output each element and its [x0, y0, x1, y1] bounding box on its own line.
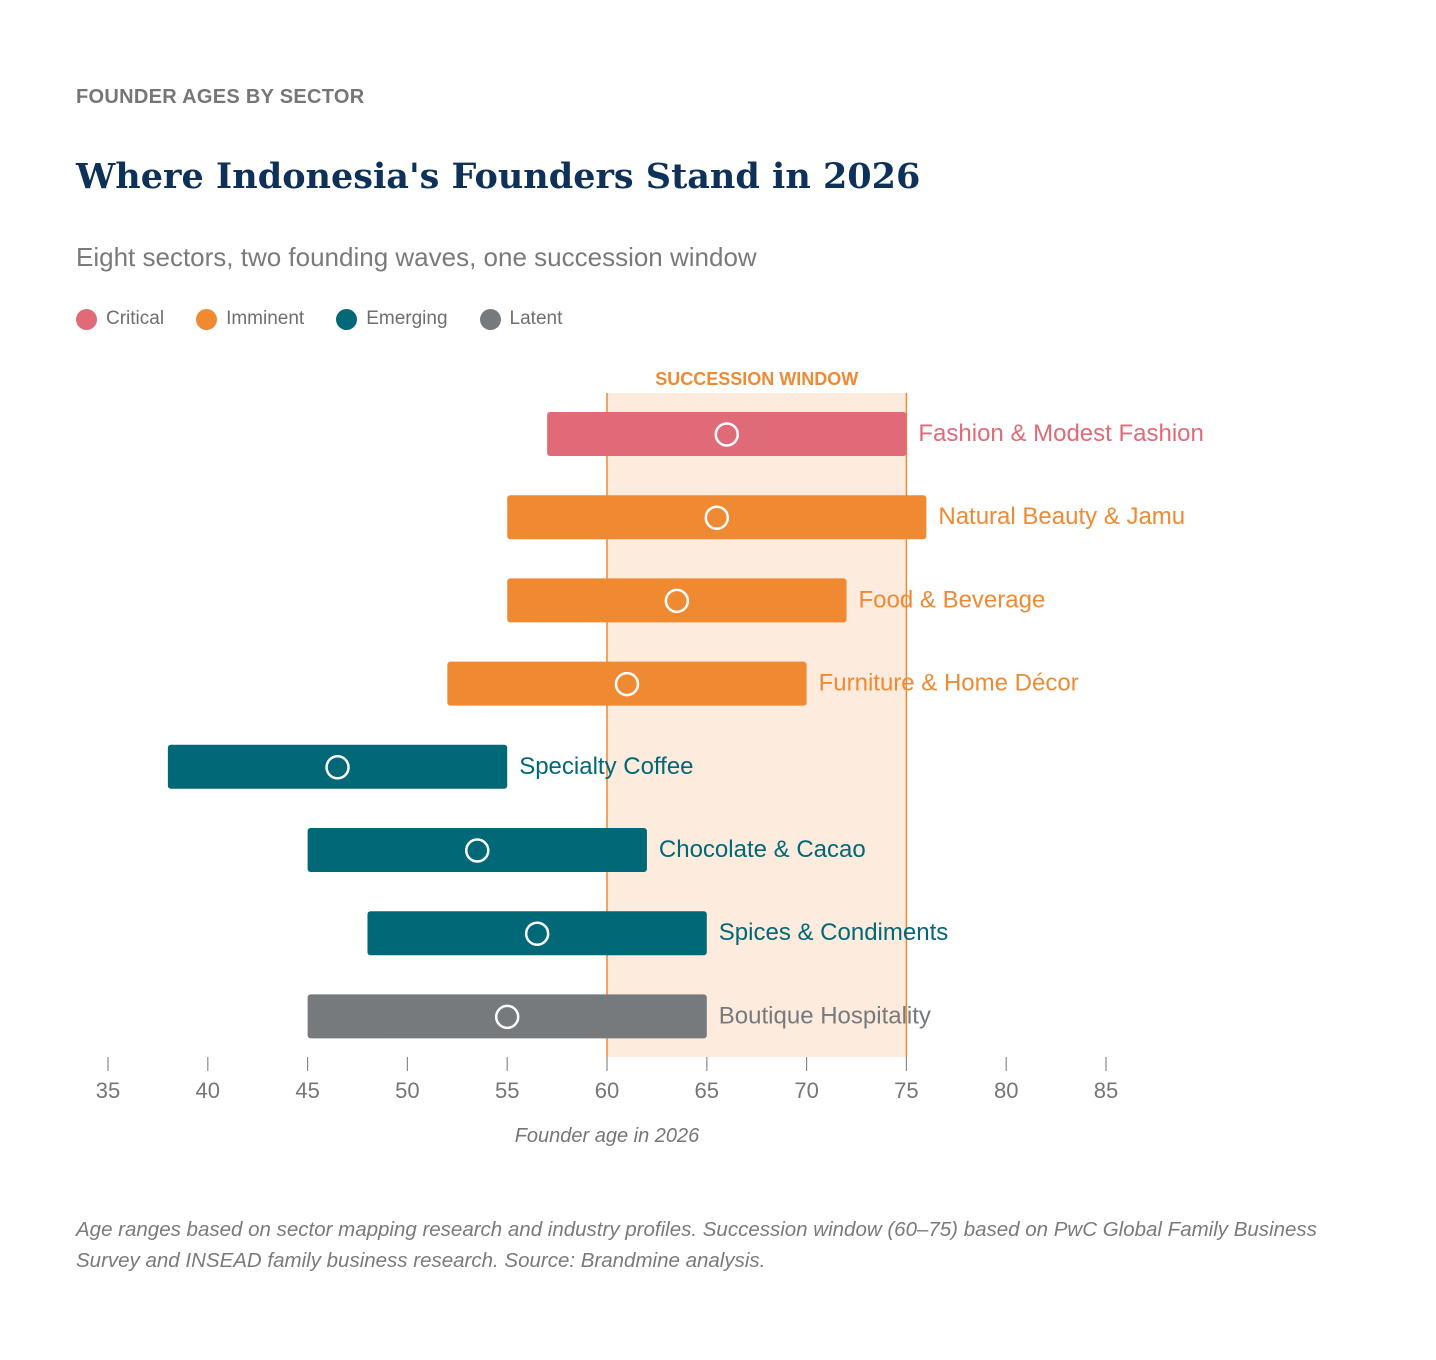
bar-fashion-modest-fashion [547, 412, 907, 456]
x-tick-label-60: 60 [595, 1078, 619, 1103]
legend-item-emerging: Emerging [336, 308, 448, 330]
bar-specialty-coffee [167, 744, 508, 789]
bar-natural-beauty-jamu [507, 495, 927, 540]
chart-subtitle: Eight sectors, two founding waves, one s… [76, 242, 757, 272]
legend-item-critical: Critical [76, 308, 164, 330]
bar-food-beverage [507, 578, 847, 623]
median-marker-chocolate-cacao [465, 838, 490, 863]
x-tick-label-80: 80 [994, 1078, 1018, 1103]
x-tick-label-65: 65 [695, 1078, 719, 1103]
bar-label-food-beverage: Food & Beverage [859, 586, 1046, 613]
succession-window-label: SUCCESSION WINDOW [655, 369, 858, 389]
bar-label-spices-condiments: Spices & Condiments [719, 919, 948, 946]
bar-label-boutique-hospitality: Boutique Hospitality [719, 1002, 931, 1029]
legend-label-imminent: Imminent [226, 308, 305, 329]
range-chart: SUCCESSION WINDOW Fashion & Modest Fashio… [96, 369, 1204, 1147]
x-tick-label-85: 85 [1094, 1078, 1118, 1103]
x-tick-label-35: 35 [96, 1078, 120, 1103]
x-tick-label-70: 70 [794, 1078, 818, 1103]
legend-item-latent: Latent [479, 308, 563, 330]
bar-spices-condiments [367, 911, 707, 956]
legend-swatch-imminent [196, 308, 218, 330]
x-tick-label-40: 40 [196, 1078, 220, 1103]
legend-label-emerging: Emerging [366, 308, 448, 329]
bar-label-furniture-home-d-cor: Furniture & Home Décor [819, 670, 1079, 697]
median-marker-fashion-modest-fashion [714, 422, 740, 447]
succession-window-band [607, 393, 907, 1057]
median-marker-furniture-home-d-cor [614, 671, 640, 697]
legend-swatch-latent [479, 308, 501, 330]
median-marker-boutique-hospitality [494, 1004, 520, 1030]
bar-furniture-home-d-cor [447, 661, 807, 706]
bar-label-fashion-modest-fashion: Fashion & Modest Fashion [918, 420, 1203, 447]
x-tick-label-75: 75 [894, 1078, 918, 1103]
chart-title: Where Indonesia's Founders Stand in 2026 [76, 156, 921, 197]
legend-swatch-critical [76, 308, 97, 330]
legend-label-critical: Critical [106, 308, 165, 329]
median-marker-natural-beauty-jamu [704, 505, 730, 530]
x-tick-label-45: 45 [295, 1078, 319, 1103]
median-marker-food-beverage [664, 588, 690, 614]
x-axis-label: Founder age in 2026 [515, 1125, 700, 1147]
chart-eyebrow: FOUNDER AGES BY SECTOR [76, 86, 365, 108]
bar-label-chocolate-cacao: Chocolate & Cacao [659, 836, 866, 863]
legend-swatch-emerging [336, 308, 358, 330]
legend-item-imminent: Imminent [196, 308, 304, 330]
footnote: Age ranges based on sector mapping resea… [76, 1218, 1317, 1272]
bar-label-natural-beauty-jamu: Natural Beauty & Jamu [938, 503, 1185, 530]
bar-label-specialty-coffee: Specialty Coffee [519, 753, 693, 780]
median-marker-spices-condiments [524, 921, 550, 946]
bar-chocolate-cacao [307, 828, 647, 872]
x-tick-label-55: 55 [495, 1078, 519, 1103]
median-marker-specialty-coffee [325, 755, 350, 780]
legend: Critical Imminent Emerging Latent [76, 308, 594, 330]
legend-label-latent: Latent [509, 308, 563, 329]
bar-boutique-hospitality [307, 994, 707, 1039]
x-tick-label-50: 50 [395, 1078, 419, 1103]
